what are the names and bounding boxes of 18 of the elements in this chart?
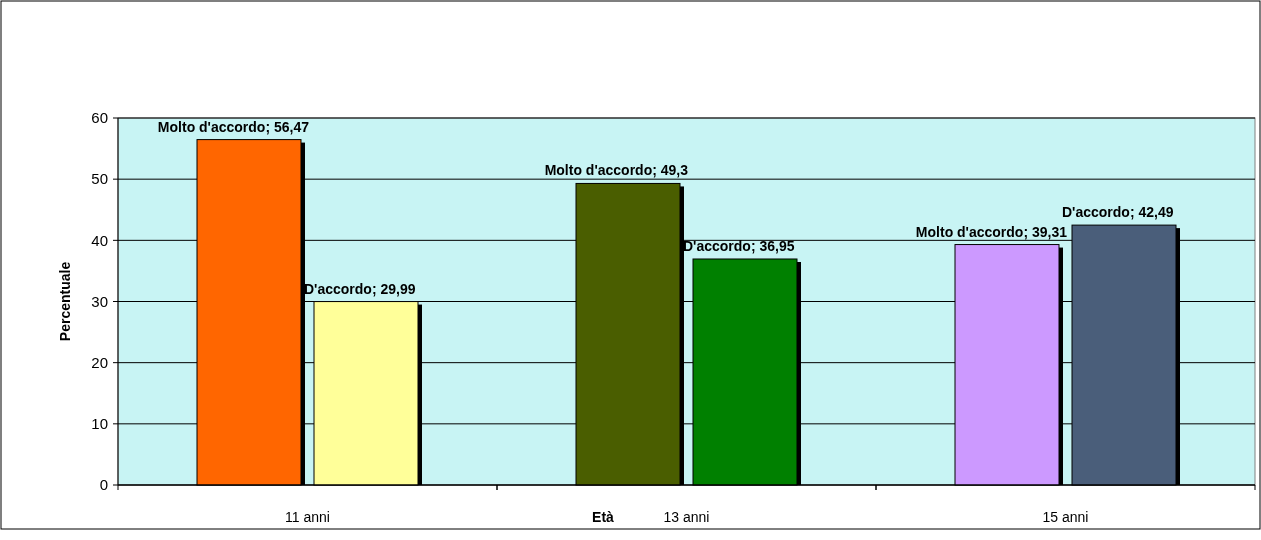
data-label: Molto d'accordo; 39,31	[915, 223, 1068, 240]
y-tick-label: 0	[99, 476, 108, 494]
y-tick-label: 10	[91, 415, 108, 433]
data-label: Molto d'accordo; 49,3	[544, 162, 689, 179]
data-label: D'accordo; 36,95	[683, 237, 795, 254]
x-tick-label: 15 anni	[1042, 509, 1089, 525]
x-axis-title: Età	[592, 509, 615, 525]
y-tick-label: 20	[91, 353, 108, 371]
data-label: D'accordo; 42,49	[1062, 204, 1174, 221]
data-label: D'accordo; 29,99	[304, 280, 416, 297]
y-tick-label: 30	[91, 292, 108, 310]
y-tick-label: 50	[91, 170, 108, 188]
data-label: Molto d'accordo; 56,47	[157, 118, 310, 135]
x-tick-label: 13 anni	[663, 509, 710, 525]
y-tick-label: 40	[91, 231, 108, 249]
y-axis-title: Percentuale	[57, 261, 73, 342]
y-tick-label: 60	[91, 109, 108, 127]
x-tick-label: 11 anni	[285, 509, 330, 525]
